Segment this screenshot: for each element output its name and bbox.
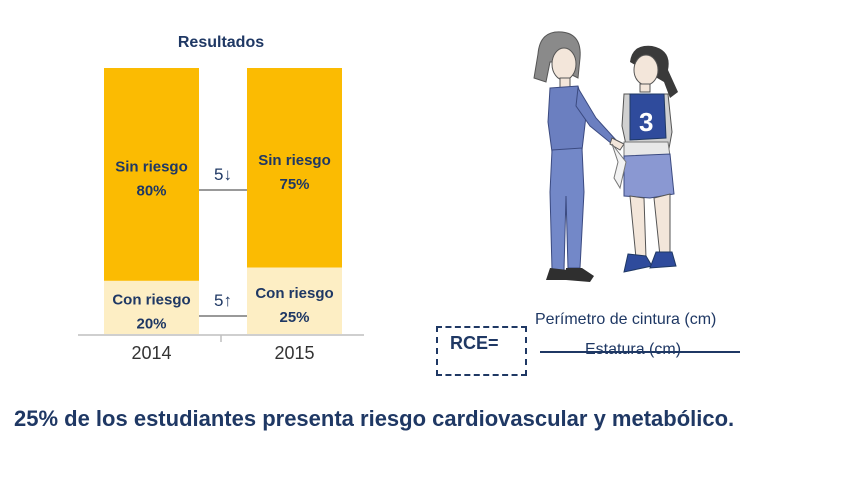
annotation-label-2: 5↑ xyxy=(214,291,232,310)
data-label-con-riesgo-2014: 20% xyxy=(136,315,166,332)
svg-text:3: 3 xyxy=(639,107,653,137)
student-figure-icon: 3 xyxy=(611,45,678,273)
formula-denominator: Estatura (cm) xyxy=(585,341,682,358)
bar-segment-sin-riesgo-2015 xyxy=(247,68,342,268)
bar-segment-sin-riesgo-2014 xyxy=(104,68,199,281)
rce-formula-box: RCE= xyxy=(436,326,527,376)
adult-figure-icon xyxy=(533,31,625,282)
annotation-label-1: 5↓ xyxy=(214,165,232,184)
formula-numerator: Perímetro de cintura (cm) xyxy=(535,311,717,328)
rce-label: RCE= xyxy=(450,333,499,353)
data-label-con-riesgo-2015: 25% xyxy=(279,309,309,326)
data-label-sin-riesgo-2014: 80% xyxy=(136,182,166,199)
chart-title: Resultados xyxy=(178,34,264,51)
segment-label-sin-riesgo-2014: Sin riesgo xyxy=(115,158,188,175)
conclusion-text: 25% de los estudiantes presenta riesgo c… xyxy=(14,406,735,431)
segment-label-con-riesgo-2014: Con riesgo xyxy=(112,291,190,308)
segment-label-con-riesgo-2015: Con riesgo xyxy=(255,285,333,302)
x-tick-label-2015: 2015 xyxy=(274,343,314,363)
bar-segment-con-riesgo-2014 xyxy=(104,280,199,334)
bar-segment-con-riesgo-2015 xyxy=(247,267,342,334)
fraction-line xyxy=(540,351,740,353)
x-tick-label-2014: 2014 xyxy=(131,343,171,363)
data-label-sin-riesgo-2015: 75% xyxy=(279,176,309,193)
waist-measurement-illustration: 3 xyxy=(520,22,720,292)
segment-label-sin-riesgo-2015: Sin riesgo xyxy=(258,152,331,169)
